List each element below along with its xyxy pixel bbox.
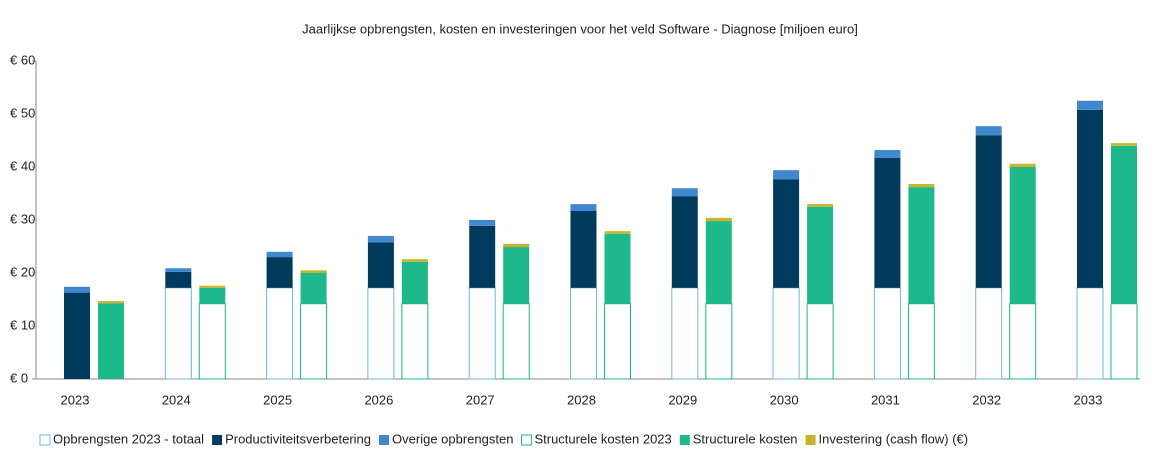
bar-segment <box>469 220 496 226</box>
bar-segment <box>807 206 834 304</box>
bar-segment <box>908 183 935 188</box>
bar-segment <box>1076 287 1104 380</box>
legend-label: Structurele kosten 2023 <box>534 431 671 446</box>
bar-segment <box>401 259 428 262</box>
bar-segment <box>1077 109 1103 288</box>
bar-segment <box>908 187 935 304</box>
bar-segment <box>266 251 293 258</box>
legend-label: Opbrengsten 2023 - totaal <box>53 431 204 446</box>
bar-segment <box>367 242 394 288</box>
bar-segment <box>64 292 90 379</box>
bar-segment <box>975 135 1002 288</box>
x-tick-label: 2026 <box>364 392 393 407</box>
x-tick-label: 2025 <box>263 392 292 407</box>
bar-segment <box>469 225 496 288</box>
x-tick-label: 2031 <box>871 392 900 407</box>
bar-segment <box>1110 303 1138 380</box>
bar-segment <box>1111 145 1137 304</box>
bar-segment <box>1077 100 1103 110</box>
bar-segment <box>570 287 597 380</box>
chart-title: Jaarlijkse opbrengsten, kosten en invest… <box>302 21 858 36</box>
bar-segment <box>705 217 732 222</box>
bar-segment <box>671 196 698 288</box>
y-tick-label: € 20 <box>10 264 35 279</box>
y-tick-label: € 40 <box>10 158 35 173</box>
bar-segment <box>907 303 935 380</box>
bar-segment <box>367 287 395 380</box>
x-tick-label: 2029 <box>668 392 697 407</box>
bar-segment <box>975 126 1002 136</box>
bar-segment <box>164 287 192 380</box>
bar-segment <box>367 235 394 243</box>
bar-segment <box>503 243 530 248</box>
bar-segment <box>401 303 429 380</box>
bar-segment <box>401 261 428 304</box>
x-tick-label: 2024 <box>162 392 191 407</box>
legend-label: Structurele kosten <box>693 431 798 446</box>
bar-segment <box>165 271 192 288</box>
x-tick-label: 2033 <box>1074 392 1103 407</box>
bar-segment <box>604 303 631 380</box>
y-tick-label: € 0 <box>10 370 28 385</box>
bar-segment <box>266 287 294 380</box>
bar-segment <box>773 170 800 180</box>
bar-segment <box>570 204 597 211</box>
bar-segment <box>873 287 901 380</box>
bar-segment <box>64 286 90 293</box>
legend-label: Investering (cash flow) (€) <box>819 431 969 446</box>
bar-segment <box>266 257 293 288</box>
bar-segment <box>773 179 800 288</box>
bar-segment <box>300 273 327 304</box>
bar-segment <box>874 150 901 158</box>
y-tick-label: € 30 <box>10 211 35 226</box>
legend-swatch <box>379 435 390 445</box>
legend-label: Overige opbrengsten <box>392 431 513 446</box>
y-tick-label: € 50 <box>10 105 35 120</box>
bar-segment <box>468 287 496 380</box>
bar-segment <box>975 287 1003 380</box>
bar-segment <box>98 301 124 304</box>
bar-segment <box>1009 167 1036 304</box>
bar-segment <box>199 285 226 288</box>
x-tick-label: 2030 <box>770 392 799 407</box>
bar-segment <box>1009 163 1036 167</box>
bar-segment <box>98 303 124 379</box>
y-tick-label: € 60 <box>10 52 35 67</box>
bar-segment <box>198 303 226 380</box>
bar-segment <box>807 204 834 207</box>
legend-swatch <box>212 435 223 445</box>
x-tick-label: 2023 <box>61 392 90 407</box>
bar-segment <box>300 270 327 273</box>
legend-swatch <box>805 435 816 445</box>
bar-segment <box>604 233 631 304</box>
bar-segment <box>806 303 834 380</box>
x-tick-label: 2028 <box>567 392 596 407</box>
legend-label: Productiviteitsverbetering <box>225 431 371 446</box>
bar-segment <box>705 303 733 380</box>
bar-segment <box>1111 143 1137 146</box>
legend-swatch <box>679 435 690 445</box>
bar-segment <box>705 221 732 304</box>
bar-segment <box>671 287 699 380</box>
bar-segment <box>502 303 530 380</box>
x-tick-label: 2032 <box>972 392 1001 407</box>
y-tick-label: € 10 <box>10 317 35 332</box>
bar-segment <box>772 287 800 380</box>
bar-segment <box>199 287 226 304</box>
bar-segment <box>300 303 328 380</box>
x-tick-label: 2027 <box>466 392 495 407</box>
bar-segment <box>874 157 901 288</box>
legend-swatch <box>520 434 532 446</box>
bar-segment <box>604 231 631 234</box>
bar-segment <box>1009 303 1037 380</box>
bar-segment <box>671 188 698 197</box>
bar-segment <box>570 210 597 288</box>
legend-swatch <box>39 434 51 446</box>
bar-segment <box>503 247 530 304</box>
bar-segment <box>165 268 192 272</box>
